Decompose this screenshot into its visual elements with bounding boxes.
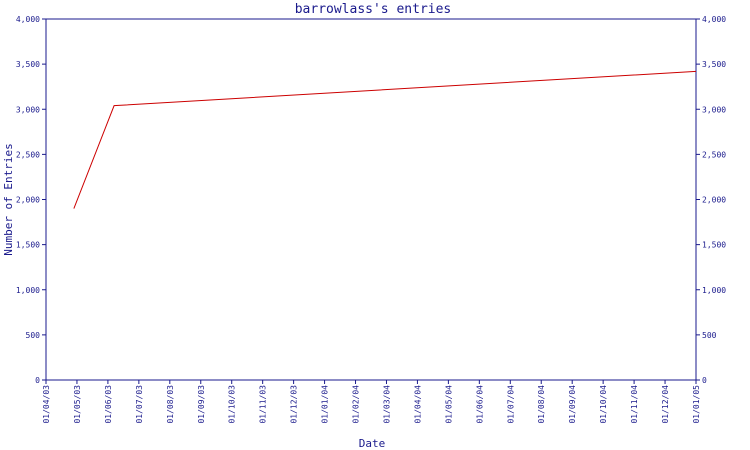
- y-axis-right: 0 500 1,000 1,500 2,000 2,500 3,000 3,500 4,000: [696, 15, 726, 385]
- x-tick-label: 01/09/03: [197, 385, 206, 424]
- x-tick-label: 01/06/03: [104, 385, 113, 424]
- x-tick-label: 01/09/04: [568, 385, 577, 424]
- y-tick-label-left: 1,000: [16, 286, 40, 295]
- y-tick-label-right: 3,000: [702, 105, 726, 114]
- x-tick-label: 01/10/04: [599, 385, 608, 424]
- x-tick-label: 01/02/04: [352, 385, 361, 424]
- series-line: [73, 70, 697, 209]
- y-tick-label-right: 0: [702, 376, 707, 385]
- x-tick-label: 01/11/03: [259, 385, 268, 424]
- x-tick-label: 01/04/04: [413, 385, 422, 424]
- y-tick-label-left: 3,000: [16, 105, 40, 114]
- y-tick-label-right: 1,000: [702, 286, 726, 295]
- y-tick-label-left: 4,000: [16, 15, 40, 24]
- x-tick-label: 01/01/04: [321, 385, 330, 424]
- x-tick-label: 01/07/04: [506, 385, 515, 424]
- y-tick-label-right: 4,000: [702, 15, 726, 24]
- y-tick-label-right: 3,500: [702, 60, 726, 69]
- x-tick-label: 01/03/04: [382, 385, 391, 424]
- y-tick-label-left: 500: [26, 331, 41, 340]
- y-tick-label-right: 2,000: [702, 196, 726, 205]
- x-tick-label: 01/08/03: [166, 385, 175, 424]
- y-axis-title: Number of Entries: [2, 143, 15, 256]
- x-tick-label: 01/10/03: [228, 385, 237, 424]
- y-tick-label-left: 2,500: [16, 150, 40, 159]
- y-tick-label-left: 2,000: [16, 196, 40, 205]
- x-tick-label: 01/08/04: [537, 385, 546, 424]
- y-tick-label-right: 500: [702, 331, 717, 340]
- x-tick-label: 01/06/04: [475, 385, 484, 424]
- x-axis-title: Date: [359, 437, 386, 450]
- x-tick-label: 01/01/05: [692, 385, 701, 424]
- series-layer: [73, 70, 697, 209]
- x-tick-label: 01/11/04: [630, 385, 639, 424]
- x-tick-label: 01/12/03: [290, 385, 299, 424]
- y-tick-label-left: 0: [35, 376, 40, 385]
- x-tick-label: 01/05/04: [444, 385, 453, 424]
- x-tick-label: 01/04/03: [42, 385, 51, 424]
- y-axis-left: 0 500 1,000 1,500 2,000 2,500 3,000 3,500 4,000: [16, 15, 46, 385]
- y-tick-label-right: 2,500: [702, 150, 726, 159]
- x-tick-label: 01/12/04: [661, 385, 670, 424]
- plot-frame: [45, 18, 697, 381]
- x-tick-label: 01/07/03: [135, 385, 144, 424]
- y-tick-label-left: 1,500: [16, 241, 40, 250]
- x-axis: 01/04/03 01/05/03 01/06/03 01/07/03 01/08/03…: [42, 380, 701, 424]
- chart-title: barrowlass's entries: [295, 2, 452, 17]
- x-tick-label: 01/05/03: [73, 385, 82, 424]
- y-tick-label-left: 3,500: [16, 60, 40, 69]
- y-tick-label-right: 1,500: [702, 241, 726, 250]
